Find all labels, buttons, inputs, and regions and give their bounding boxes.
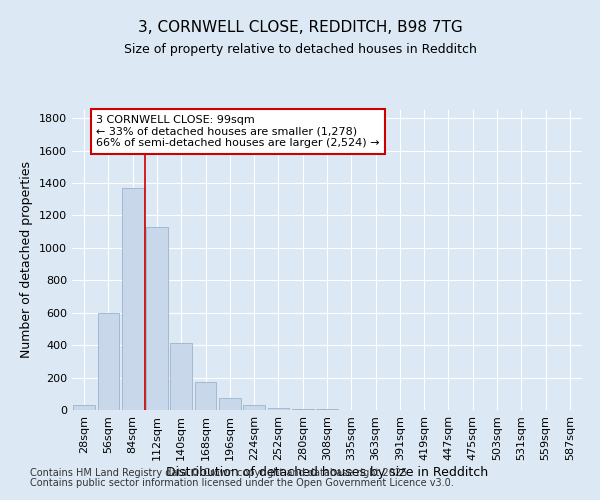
- Bar: [97, 312, 119, 410]
- X-axis label: Distribution of detached houses by size in Redditch: Distribution of detached houses by size …: [166, 466, 488, 478]
- Bar: [219, 398, 241, 410]
- Bar: [194, 382, 217, 410]
- Text: 3, CORNWELL CLOSE, REDDITCH, B98 7TG: 3, CORNWELL CLOSE, REDDITCH, B98 7TG: [137, 20, 463, 35]
- Bar: [316, 409, 338, 410]
- Bar: [73, 405, 95, 410]
- Bar: [170, 342, 192, 410]
- Bar: [268, 408, 289, 410]
- Text: 3 CORNWELL CLOSE: 99sqm
← 33% of detached houses are smaller (1,278)
66% of semi: 3 CORNWELL CLOSE: 99sqm ← 33% of detache…: [96, 115, 380, 148]
- Bar: [292, 409, 314, 410]
- Text: Contains public sector information licensed under the Open Government Licence v3: Contains public sector information licen…: [30, 478, 454, 488]
- Y-axis label: Number of detached properties: Number of detached properties: [20, 162, 34, 358]
- Bar: [146, 227, 168, 410]
- Bar: [122, 188, 143, 410]
- Text: Size of property relative to detached houses in Redditch: Size of property relative to detached ho…: [124, 42, 476, 56]
- Bar: [243, 405, 265, 410]
- Text: Contains HM Land Registry data © Crown copyright and database right 2025.: Contains HM Land Registry data © Crown c…: [30, 468, 410, 477]
